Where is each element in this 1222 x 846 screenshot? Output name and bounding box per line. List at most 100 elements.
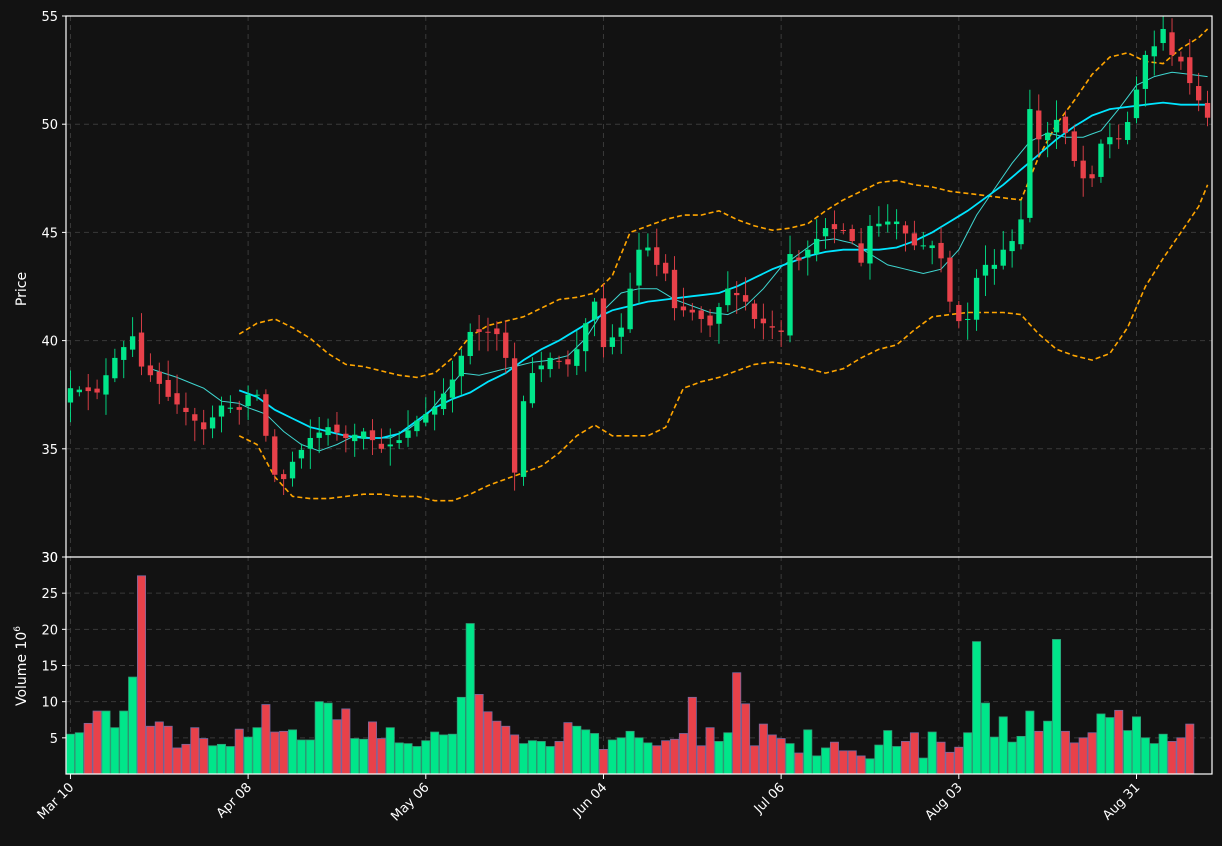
volume-bar — [750, 745, 759, 775]
bollinger-lower-line — [238, 184, 1209, 502]
volume-bar — [252, 727, 262, 775]
candle-body — [707, 315, 713, 326]
volume-bar — [1140, 737, 1150, 775]
candle-body — [396, 440, 402, 443]
candle-body — [1062, 116, 1069, 133]
candle-body — [325, 427, 331, 436]
volume-bar — [501, 725, 511, 775]
candle-body — [831, 224, 838, 230]
candle-body — [1116, 138, 1122, 140]
candle-body — [734, 292, 740, 296]
candle-body — [494, 328, 500, 335]
volume-bar — [741, 703, 751, 775]
volume-bar — [954, 746, 964, 775]
candle-body — [316, 432, 322, 438]
volume-bar — [1158, 733, 1168, 775]
candle-body — [538, 365, 544, 370]
candle-body — [742, 295, 749, 302]
volume-bar — [332, 719, 342, 775]
candle-body — [627, 288, 633, 330]
candle-body — [511, 358, 518, 473]
date-tick-label: Jun 04 — [570, 780, 610, 820]
volume-axis-label-gap: 10 — [14, 632, 30, 654]
volume-bar — [412, 746, 422, 775]
candle-body — [218, 405, 225, 417]
volume-bar — [732, 672, 742, 775]
volume-bar — [403, 743, 413, 775]
candle-body — [671, 269, 678, 309]
volume-bar — [376, 738, 386, 775]
date-tick-label: Aug 31 — [1100, 780, 1143, 823]
candle-body — [156, 371, 162, 384]
volume-bar — [1025, 710, 1035, 775]
candle-body — [467, 331, 473, 357]
volume-bar — [625, 730, 635, 775]
volume-tick-label: 5 — [50, 732, 58, 747]
volume-bar — [1149, 743, 1159, 775]
candle-body — [1044, 132, 1051, 141]
candle-body — [1178, 56, 1184, 62]
volume-bar — [678, 733, 688, 775]
volume-bar — [92, 710, 102, 775]
volume-axis-label: Volume 106 — [13, 626, 30, 706]
candle-body — [227, 407, 234, 409]
candle-body — [449, 379, 456, 398]
volume-bar — [901, 741, 910, 775]
volume-bar — [883, 730, 893, 775]
date-tick-label: Jul 06 — [751, 780, 788, 817]
candle-body — [183, 407, 189, 413]
volume-bar — [385, 727, 395, 775]
volume-bar — [1114, 709, 1124, 775]
plot-frame — [65, 15, 1213, 775]
price-tick-label: 55 — [41, 10, 58, 25]
candle-body — [991, 264, 998, 269]
candle-body — [751, 303, 758, 319]
candle-body — [432, 407, 438, 415]
volume-bar — [909, 732, 919, 775]
volume-axis-label-text: Volume — [14, 654, 30, 706]
fast-moving-average-line — [150, 71, 1208, 452]
candle-body — [121, 347, 127, 360]
candle-body — [822, 228, 829, 237]
volume-bar — [163, 725, 173, 775]
candle-body — [654, 247, 660, 265]
candle-body — [574, 349, 580, 366]
candle-body — [147, 365, 154, 376]
volume-bar — [927, 731, 937, 775]
volume-bar — [1069, 742, 1079, 775]
volume-bar — [430, 731, 440, 775]
price-tick-label: 40 — [41, 335, 58, 350]
volume-bar — [519, 743, 528, 775]
volume-bar — [590, 733, 600, 775]
candle-body — [334, 424, 340, 433]
bollinger-upper-line — [238, 28, 1209, 379]
volume-bar — [83, 722, 93, 775]
candle-body — [600, 298, 607, 348]
candle-body — [565, 359, 571, 365]
volume-bar — [447, 733, 457, 775]
candle-body — [1027, 109, 1033, 218]
volume-bar — [261, 704, 271, 775]
volume-bar — [1043, 720, 1053, 775]
price-tick-label: 30 — [41, 551, 58, 566]
volume-bar — [296, 739, 306, 775]
candle-body — [272, 436, 278, 475]
candle-body — [796, 257, 802, 261]
volume-tick-label: 15 — [41, 660, 58, 675]
candle-body — [245, 394, 251, 407]
volume-bar — [456, 696, 466, 775]
volume-bar — [998, 716, 1008, 775]
volume-bar — [1096, 713, 1106, 775]
volume-bar — [776, 738, 786, 775]
volume-bar — [1078, 737, 1088, 775]
volume-bar — [634, 737, 644, 775]
volume-bar — [305, 739, 315, 775]
candle-body — [352, 434, 358, 442]
volume-bar — [1185, 723, 1195, 775]
volume-bar — [536, 741, 546, 775]
volume-tick-label: 10 — [41, 696, 58, 711]
volume-bar — [474, 694, 484, 775]
candle-body — [1036, 110, 1042, 140]
candle-body — [556, 360, 562, 362]
volume-bar — [74, 732, 84, 775]
